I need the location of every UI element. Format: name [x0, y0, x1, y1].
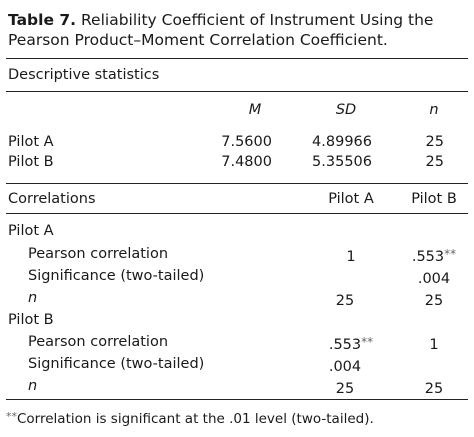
corr-row-label: Significance (two-tailed) [28, 268, 205, 284]
corr-row-label: Pearson correlation [28, 334, 169, 350]
footnote-marker: ** [6, 410, 17, 423]
section-rule [6, 183, 468, 184]
corr-value-a: 25 [335, 293, 355, 309]
table-footnote: **Correlation is significant at the .01 … [6, 408, 374, 428]
correlations-heading: Correlations [8, 191, 96, 207]
corr-value-b: 1 [429, 337, 439, 353]
corr-value-b: .553** [411, 247, 457, 265]
desc-row-m: 7.5600 [221, 134, 272, 150]
corr-value-a: 25 [335, 381, 355, 397]
corr-value-b: .004 [417, 271, 451, 287]
corr-value-a: .553** [328, 335, 374, 353]
desc-row-sd: 5.35506 [312, 154, 372, 170]
footnote-text: Correlation is significant at the .01 le… [17, 411, 374, 427]
col-header-sd: SD [335, 102, 357, 118]
corr-row-label: n [28, 290, 38, 306]
corr-row-label: n [28, 378, 38, 394]
desc-row-sd: 4.89966 [312, 134, 372, 150]
desc-row-label: Pilot B [8, 154, 54, 170]
desc-row-label: Pilot A [8, 134, 54, 150]
top-rule [6, 58, 468, 59]
desc-row-n: 25 [425, 134, 444, 150]
corr-value-b: 25 [424, 381, 444, 397]
col-header-m: M [248, 102, 262, 118]
descriptive-heading: Descriptive statistics [8, 67, 160, 83]
col-header-pilot-a: Pilot A [328, 191, 374, 207]
col-header-n: n [429, 102, 439, 118]
descriptive-header-rule [6, 91, 468, 92]
corr-value-a: .004 [328, 359, 362, 375]
corr-row-label: Significance (two-tailed) [28, 356, 205, 372]
table-label: Table 7. [8, 11, 77, 29]
corr-value-b: 25 [424, 293, 444, 309]
group-label-pilot-a: Pilot A [8, 223, 54, 239]
group-label-pilot-b: Pilot B [8, 312, 54, 328]
corr-row-label: Pearson correlation [28, 246, 169, 262]
bottom-rule [6, 399, 468, 400]
desc-row-n: 25 [425, 154, 444, 170]
table-caption: Table 7. Reliability Coefficient of Inst… [8, 10, 468, 50]
table-title: Reliability Coefficient of Instrument Us… [8, 11, 434, 49]
correlations-header-rule [6, 213, 468, 214]
corr-value-a: 1 [346, 249, 356, 265]
desc-row-m: 7.4800 [221, 154, 272, 170]
col-header-pilot-b: Pilot B [411, 191, 457, 207]
